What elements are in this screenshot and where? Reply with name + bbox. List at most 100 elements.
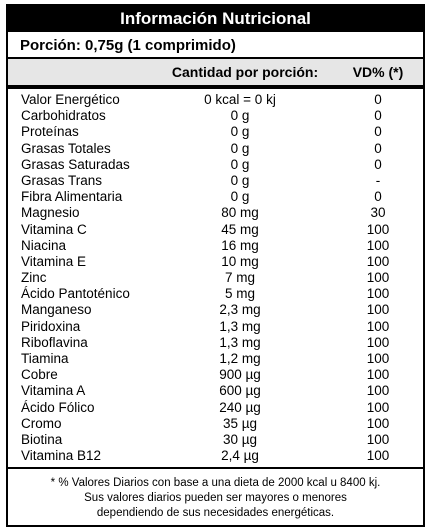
table-row: Fibra Alimentaria 0 g 0: [8, 189, 423, 205]
amount: 240 µg: [219, 399, 261, 415]
table-row: Ácido Pantoténico 5 mg 100: [8, 286, 423, 302]
amount: 600 µg: [219, 383, 261, 399]
daily-value: 100: [366, 431, 390, 447]
nutrient: Vitamina A: [21, 383, 86, 399]
amount: 80 mg: [221, 205, 259, 221]
daily-value: 0: [374, 140, 382, 156]
daily-value: 100: [366, 367, 390, 383]
nutrient: Manganeso: [21, 302, 92, 318]
nutrient: Carbohidratos: [21, 108, 106, 124]
daily-value: 0: [374, 156, 382, 172]
table-row: Tiamina 1,2 mg 100: [8, 351, 423, 367]
daily-value: 30: [370, 205, 386, 221]
amount: 900 µg: [219, 367, 261, 383]
table-row: Grasas Trans 0 g -: [8, 173, 423, 189]
column-header: Cantidad por porción:: [171, 64, 319, 80]
daily-value: 100: [366, 237, 390, 253]
table-row: Piridoxina 1,3 mg 100: [8, 319, 423, 335]
table-row: Proteínas 0 g 0: [8, 124, 423, 140]
daily-value: 100: [366, 221, 390, 237]
amount: 2,4 µg: [221, 448, 259, 464]
footnote-line: Sus valores diarios pueden ser mayores o…: [84, 492, 347, 504]
amount: 0 g: [230, 108, 250, 124]
amount: 16 mg: [221, 237, 259, 253]
footnote: * % Valores Diarios con base a una dieta…: [8, 476, 423, 521]
nutrient: Vitamina B12: [21, 448, 102, 464]
amount: 0 g: [230, 172, 250, 188]
nutrition-label: Información Nutricional Porción: 0,75g (…: [6, 4, 425, 527]
table-body: Valor Energético 0 kcal = 0 kj 0 Carbohidra…: [8, 92, 423, 464]
amount: 0 kcal = 0 kj: [204, 92, 276, 107]
daily-value: 0: [374, 189, 382, 205]
table-row: Vitamina A 600 µg 100: [8, 383, 423, 399]
nutrient: Piridoxina: [21, 318, 81, 334]
table-row: Grasas Totales 0 g 0: [8, 141, 423, 157]
divider: [8, 467, 423, 469]
amount: 30 µg: [222, 431, 258, 447]
table-row: Manganeso 2,3 mg 100: [8, 302, 423, 318]
table-row: Valor Energético 0 kcal = 0 kj 0: [8, 92, 423, 108]
table-row: Carbohidratos 0 g 0: [8, 108, 423, 124]
table-row: Biotina 30 µg 100: [8, 432, 423, 448]
table-row: Niacina 16 mg 100: [8, 238, 423, 254]
table-row: Ácido Fólico 240 µg 100: [8, 400, 423, 416]
nutrient: Grasas Trans: [21, 172, 103, 188]
daily-value: -: [375, 172, 381, 188]
footnote-line: * % Valores Diarios con base a una dieta…: [50, 477, 381, 489]
divider: [8, 85, 423, 89]
nutrient: Tiamina: [21, 351, 69, 366]
table-row: Grasas Saturadas 0 g 0: [8, 157, 423, 173]
daily-value: 100: [366, 318, 390, 334]
amount: 0 g: [230, 140, 250, 156]
nutrient: Zinc: [21, 270, 47, 286]
daily-value: 100: [366, 415, 390, 431]
daily-value: 100: [366, 399, 390, 415]
daily-value: 100: [366, 270, 390, 286]
nutrient: Magnesio: [21, 205, 80, 221]
amount: 2,3 mg: [219, 302, 261, 318]
serving: Porción: 0,75g (1 comprimido): [20, 37, 236, 54]
amount: 7 mg: [224, 270, 255, 286]
amount: 5 mg: [224, 286, 255, 302]
nutrient: Valor Energético: [21, 92, 120, 107]
nutrient: Ácido Fólico: [21, 399, 95, 415]
daily-value: 100: [366, 334, 390, 350]
nutrient: Fibra Alimentaria: [21, 189, 123, 205]
nutrient: Vitamina E: [21, 253, 87, 269]
divider: [8, 57, 423, 59]
nutrient: Cobre: [21, 367, 58, 383]
daily-value: 0: [374, 124, 382, 140]
daily-value: 0: [374, 108, 382, 124]
amount: 45 mg: [221, 221, 259, 237]
nutrient: Ácido Pantoténico: [21, 286, 130, 302]
column-header: VD% (*): [352, 64, 404, 80]
nutrient: Grasas Totales: [21, 140, 111, 156]
daily-value: 0: [374, 92, 382, 107]
nutrient: Proteínas: [21, 124, 79, 140]
amount: 10 mg: [221, 253, 259, 269]
table-header: Cantidad por porción: VD% (*): [8, 59, 423, 85]
amount: 1,3 mg: [219, 334, 261, 350]
footnote-line: dependiendo de sus necesidades energétic…: [96, 507, 335, 519]
amount: 0 g: [230, 124, 250, 140]
table-row: Magnesio 80 mg 30: [8, 205, 423, 221]
amount: 35 µg: [222, 415, 258, 431]
daily-value: 100: [366, 351, 390, 366]
table-row: Vitamina B12 2,4 µg 100: [8, 448, 423, 464]
table-row: Zinc 7 mg 100: [8, 270, 423, 286]
daily-value: 100: [366, 302, 390, 318]
daily-value: 100: [366, 383, 390, 399]
table-row: Riboflavina 1,3 mg 100: [8, 335, 423, 351]
table-row: Vitamina E 10 mg 100: [8, 254, 423, 270]
nutrient: Grasas Saturadas: [21, 156, 130, 172]
nutrient: Cromo: [21, 415, 62, 431]
table-row: Cobre 900 µg 100: [8, 367, 423, 383]
daily-value: 100: [366, 448, 390, 464]
nutrient: Vitamina C: [21, 221, 87, 237]
title: Información Nutricional: [8, 6, 423, 32]
amount: 0 g: [230, 189, 250, 205]
daily-value: 100: [366, 286, 390, 302]
nutrient: Biotina: [21, 431, 63, 447]
nutrient: Niacina: [21, 237, 67, 253]
